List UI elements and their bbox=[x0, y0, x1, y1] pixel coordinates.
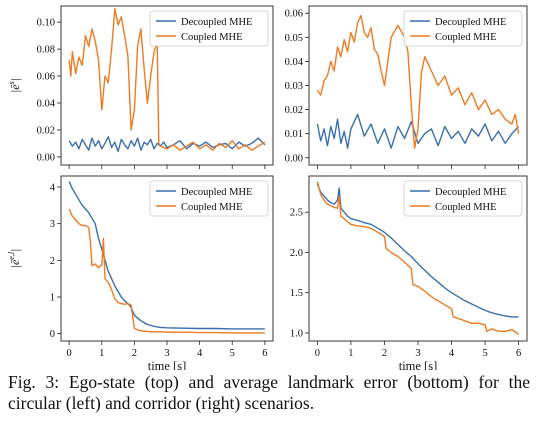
x-tick-label: 4 bbox=[197, 348, 203, 359]
y-tick-label: 0 bbox=[50, 329, 55, 340]
y-tick-label: 0.04 bbox=[285, 57, 304, 68]
series-line-coupled bbox=[316, 14, 520, 149]
y-tick-label: 0.06 bbox=[37, 72, 55, 83]
legend-box bbox=[149, 10, 269, 47]
x-tick-label: 3 bbox=[164, 348, 169, 359]
legend-entry: Coupled MHE bbox=[181, 202, 243, 213]
chart-panel-top-left: 0.00 0.02 0.04 0.06 0.08 0.10 Decoupled MHE Cou… bbox=[37, 5, 274, 169]
y-tick-label: 0.06 bbox=[285, 9, 303, 20]
y-tick-label: 0.05 bbox=[285, 33, 303, 44]
svg-text:|ēe,l|: |ēe,l| bbox=[7, 249, 22, 269]
legend-entry: Decoupled MHE bbox=[181, 187, 252, 198]
y-tick-label: 2.5 bbox=[290, 208, 303, 219]
x-tick-label: 6 bbox=[262, 348, 267, 359]
y-tick-label: 0.01 bbox=[285, 129, 303, 140]
series-line-decoupled bbox=[68, 181, 265, 330]
y-tick-label: 0.00 bbox=[285, 153, 303, 164]
x-tick-label: 2 bbox=[132, 348, 137, 359]
legend-entry: Coupled MHE bbox=[435, 202, 497, 213]
svg-text:|ēs|: |ēs| bbox=[7, 78, 22, 93]
figure-canvas: 0.00 0.02 0.04 0.06 0.08 0.10 Decoupled MHE Cou… bbox=[7, 5, 528, 370]
x-tick-label: 2 bbox=[382, 348, 387, 359]
y-tick-label: 0.04 bbox=[37, 99, 56, 110]
chart-panel-bottom-left: 0 1 2 3 4 0 1 2 3 4 5 6 time [s] Decoupled MHE Coupled… bbox=[50, 175, 274, 370]
series-line-decoupled bbox=[316, 113, 520, 149]
chart-panel-top-right: 0.00 0.01 0.02 0.03 0.04 0.05 0.06 Decoupled MH… bbox=[285, 5, 528, 169]
legend-entry: Decoupled MHE bbox=[181, 17, 252, 28]
figure-caption: Fig. 3: Ego-state (top) and average land… bbox=[8, 372, 530, 414]
caption-line-2: circular (left) and corridor (right) sce… bbox=[8, 393, 315, 413]
chart-panel-bottom-right: 1.0 1.5 2.0 2.5 0 1 2 3 4 5 6 time [s] Decoupled MHE… bbox=[290, 175, 528, 370]
series-line-decoupled bbox=[316, 183, 519, 318]
y-axis-label: |ēs| bbox=[7, 78, 22, 93]
y-tick-label: 0.10 bbox=[37, 18, 55, 29]
x-axis-label: time [s] bbox=[148, 359, 187, 370]
x-tick-label: 6 bbox=[516, 348, 521, 359]
y-tick-label: 0.03 bbox=[285, 81, 303, 92]
y-tick-label: 0.02 bbox=[285, 105, 303, 116]
legend: Decoupled MHE Coupled MHE bbox=[149, 180, 269, 217]
y-tick-label: 0.08 bbox=[37, 45, 55, 56]
legend: Decoupled MHE Coupled MHE bbox=[403, 10, 523, 47]
x-tick-label: 3 bbox=[415, 348, 420, 359]
series-line-coupled bbox=[316, 181, 520, 336]
legend-entry: Decoupled MHE bbox=[435, 17, 506, 28]
series-line-coupled bbox=[68, 208, 265, 334]
legend: Decoupled MHE Coupled MHE bbox=[149, 10, 269, 47]
series-line-coupled bbox=[68, 7, 266, 151]
x-tick-label: 1 bbox=[348, 348, 353, 359]
caption-line-1: Fig. 3: Ego-state (top) and average land… bbox=[8, 372, 530, 392]
y-tick-label: 4 bbox=[50, 183, 56, 194]
x-tick-label: 5 bbox=[230, 348, 235, 359]
x-tick-label: 1 bbox=[99, 348, 104, 359]
y-tick-label: 2 bbox=[50, 256, 55, 267]
x-axis-label: time [s] bbox=[399, 359, 438, 370]
y-tick-label: 1 bbox=[50, 293, 55, 304]
legend-entry: Decoupled MHE bbox=[435, 187, 506, 198]
legend-box bbox=[403, 180, 523, 217]
x-tick-label: 5 bbox=[482, 348, 487, 359]
legend-box bbox=[403, 10, 523, 47]
y-tick-label: 2.0 bbox=[290, 248, 303, 259]
legend-entry: Coupled MHE bbox=[181, 32, 243, 43]
x-tick-label: 0 bbox=[67, 348, 72, 359]
y-tick-label: 0.02 bbox=[37, 125, 55, 136]
y-tick-label: 1.5 bbox=[290, 288, 303, 299]
legend: Decoupled MHE Coupled MHE bbox=[403, 180, 523, 217]
y-tick-label: 3 bbox=[50, 219, 55, 230]
y-axis-label: |ēe,l| bbox=[7, 249, 22, 269]
y-tick-label: 0.00 bbox=[37, 152, 55, 163]
legend-box bbox=[149, 180, 269, 217]
y-tick-label: 1.0 bbox=[290, 328, 303, 339]
legend-entry: Coupled MHE bbox=[435, 32, 497, 43]
x-tick-label: 4 bbox=[449, 348, 455, 359]
x-tick-label: 0 bbox=[315, 348, 320, 359]
